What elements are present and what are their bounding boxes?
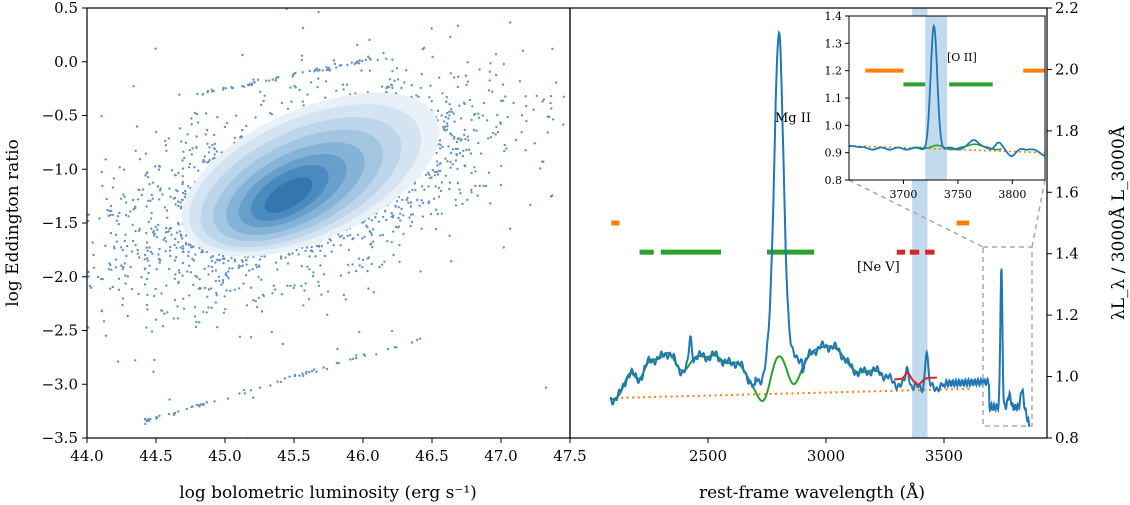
right-y-tick-label: 2.2	[1055, 0, 1079, 17]
right-x-tick-label: 3500	[925, 447, 963, 465]
left-x-tick-label: 47.0	[484, 447, 517, 465]
inset-spectrum-line	[849, 23, 1045, 157]
right-axes-frame	[569, 7, 1048, 439]
inset-x-tick-label: 3750	[944, 188, 972, 201]
left-y-tick-label: 0.0	[54, 53, 78, 71]
zoom-connector-right	[1031, 179, 1046, 248]
left-y-tick-label: −2.0	[42, 268, 78, 286]
right-y-tick-label: 0.8	[1055, 429, 1079, 447]
right-y-tick-label: 1.4	[1055, 245, 1079, 263]
line-windows	[611, 220, 970, 255]
left-plot-area	[87, 8, 565, 438]
right-y-ticks: 0.8 1.0 1.2 1.4 1.6 1.8 2.0 2.2	[1047, 0, 1079, 447]
right-y-axis-label: λL_λ / 3000Å L_3000Å	[1108, 125, 1129, 320]
inset-y-tick-label: 0.8	[825, 174, 843, 187]
inset-panel: 3700 3750 3800 0.8 0.9 1.0 1.1 1.2 1.3 1.4 [O II…	[825, 10, 1046, 201]
left-y-tick-label: −3.0	[42, 375, 78, 393]
left-y-tick-label: −0.5	[42, 107, 78, 125]
left-y-tick-label: −1.5	[42, 214, 78, 232]
left-x-tick-label: 47.5	[553, 447, 586, 465]
left-x-tick-label: 45.5	[277, 447, 310, 465]
inset-x-tick-label: 3700	[889, 188, 917, 201]
right-y-tick-label: 1.8	[1055, 122, 1079, 140]
left-y-ticks: 0.5 0.0 −0.5 −1.0 −1.5 −2.0 −2.5 −3.0 −3.5	[42, 0, 87, 447]
left-x-tick-label: 44.5	[139, 447, 172, 465]
nev-fit-line	[894, 371, 937, 386]
right-x-axis-label: rest-frame wavelength (Å)	[699, 482, 925, 503]
inset-windows	[865, 68, 1045, 87]
inset-y-tick-label: 1.1	[825, 92, 843, 105]
inset-x-tick-label: 3800	[998, 188, 1026, 201]
right-y-tick-label: 1.6	[1055, 183, 1079, 201]
right-y-tick-label: 1.0	[1055, 368, 1079, 386]
right-x-ticks: 2500 3000 3500	[689, 438, 963, 465]
right-x-tick-label: 2500	[689, 447, 727, 465]
left-panel: 44.0 44.5 45.0 45.5 46.0 46.5 47.0 47.5 0.5 0.0 −…	[3, 0, 587, 503]
left-x-axis-label: log bolometric luminosity (erg s⁻¹)	[179, 483, 477, 503]
right-y-tick-label: 2.0	[1055, 60, 1079, 78]
left-x-ticks: 44.0 44.5 45.0 45.5 46.0 46.5 47.0 47.5	[70, 438, 587, 465]
left-y-axis-label: log Eddington ratio	[3, 139, 23, 307]
density-contour-level-8	[264, 177, 313, 213]
inset-y-tick-label: 1.2	[825, 65, 843, 78]
density-contours	[181, 92, 440, 257]
left-y-tick-label: 0.5	[54, 0, 78, 17]
spectrum-line	[609, 29, 1031, 427]
inset-y-tick-label: 1.0	[825, 119, 843, 132]
inset-y-tick-label: 0.9	[825, 147, 843, 160]
mgii-annotation: Mg II	[775, 111, 811, 126]
left-x-tick-label: 46.5	[415, 447, 448, 465]
inset-y-ticks: 0.8 0.9 1.0 1.1 1.2 1.3 1.4	[825, 10, 849, 187]
zoom-box	[982, 246, 1033, 427]
left-y-tick-label: −1.0	[42, 160, 78, 178]
nev-annotation: [Ne V]	[857, 260, 900, 275]
inset-x-ticks: 3700 3750 3800	[889, 180, 1026, 201]
right-panel: 2500 3000 3500 0.8 1.0 1.2 1.4 1.6 1.8 2.0 2.2 Mg…	[569, 0, 1129, 503]
inset-y-tick-label: 1.3	[825, 37, 843, 50]
left-x-tick-label: 45.0	[208, 447, 241, 465]
oii-annotation: [O II]	[947, 51, 977, 64]
right-x-tick-label: 3000	[807, 447, 845, 465]
left-x-tick-label: 46.0	[346, 447, 379, 465]
zoom-connector-left	[848, 179, 984, 248]
inset-y-tick-label: 1.4	[825, 10, 843, 23]
right-y-tick-label: 1.2	[1055, 306, 1079, 324]
left-y-tick-label: −3.5	[42, 429, 78, 447]
left-y-tick-label: −2.5	[42, 322, 78, 340]
left-x-tick-label: 44.0	[70, 447, 103, 465]
